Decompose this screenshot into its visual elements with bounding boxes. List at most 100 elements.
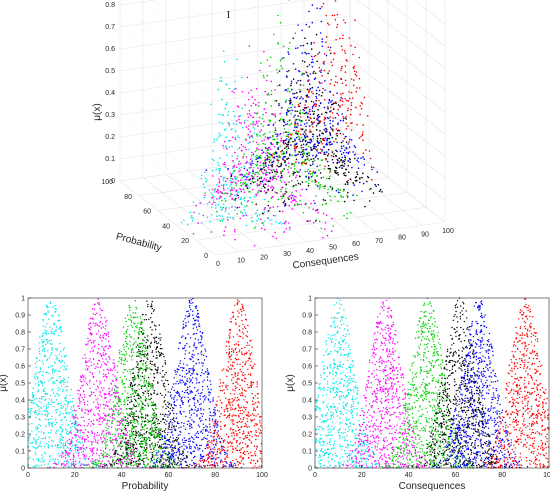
data-point: [39, 353, 41, 355]
data-point: [50, 301, 52, 303]
data-point: [108, 454, 110, 457]
data-point: [344, 52, 347, 54]
data-point: [164, 386, 166, 388]
data-point: [84, 362, 87, 364]
data-point: [120, 351, 123, 353]
data-point: [35, 439, 37, 441]
data-point: [293, 195, 296, 198]
data-point: [317, 142, 320, 145]
data-point: [153, 389, 156, 392]
data-point: [244, 196, 246, 199]
data-point: [124, 355, 126, 357]
data-point: [141, 375, 144, 378]
data-point: [162, 406, 164, 408]
data-point: [94, 463, 96, 466]
data-point: [342, 172, 345, 175]
data-point: [141, 459, 143, 461]
data-point: [224, 226, 227, 228]
data-point: [135, 346, 137, 348]
data-point: [129, 319, 131, 321]
data-point: [288, 53, 290, 55]
data-point: [333, 140, 335, 143]
data-point: [45, 333, 48, 335]
data-point: [150, 317, 152, 319]
data-point: [153, 433, 155, 435]
data-point: [102, 419, 105, 421]
data-point: [44, 332, 46, 334]
data-point: [98, 420, 100, 423]
data-point: [104, 379, 106, 382]
data-point: [154, 365, 156, 367]
data-point: [168, 426, 170, 428]
data-point: [130, 450, 132, 452]
data-point: [299, 112, 302, 115]
data-point: [112, 410, 115, 412]
data-point: [266, 158, 268, 161]
data-point: [38, 436, 40, 438]
data-point: [244, 138, 247, 141]
data-point: [257, 191, 259, 193]
data-point: [61, 379, 63, 382]
data-point: [249, 130, 251, 133]
data-point: [229, 172, 232, 175]
data-point: [235, 166, 238, 169]
data-point: [234, 238, 236, 241]
data-point: [226, 216, 229, 218]
data-point: [267, 136, 269, 139]
data-point: [66, 463, 68, 465]
data-point: [355, 71, 358, 73]
data-point: [70, 388, 73, 391]
data-point: [102, 465, 104, 468]
data-point: [72, 415, 75, 417]
data-point: [321, 82, 323, 84]
data-point: [139, 375, 142, 377]
data-point: [296, 126, 298, 128]
data-point: [315, 155, 318, 157]
data-point: [148, 376, 150, 379]
data-point: [154, 465, 156, 467]
data-point: [309, 170, 311, 173]
data-point: [327, 153, 330, 155]
data-point: [97, 460, 100, 463]
data-point: [379, 188, 382, 191]
data-point: [119, 459, 122, 461]
data-point: [355, 90, 358, 93]
data-point: [106, 420, 108, 422]
data-point: [294, 119, 297, 121]
data-point: [75, 440, 78, 442]
data-point: [152, 431, 155, 433]
data-point: [265, 111, 267, 114]
data-point: [101, 346, 103, 348]
data-point: [49, 456, 51, 458]
data-point: [360, 107, 363, 110]
data-point: [123, 426, 126, 429]
data-point: [283, 143, 285, 145]
data-point: [324, 185, 326, 187]
grid-line: [142, 177, 239, 252]
data-point: [113, 406, 115, 408]
data-point: [73, 464, 75, 467]
data-point: [105, 345, 107, 347]
data-point: [237, 135, 239, 137]
data-point: [324, 130, 327, 132]
data-point: [77, 452, 80, 455]
data-point: [163, 441, 166, 443]
data-point: [227, 122, 229, 124]
data-point: [40, 406, 42, 409]
data-point: [48, 372, 50, 375]
data-point: [341, 100, 344, 103]
data-point: [312, 158, 315, 160]
data-point: [109, 394, 111, 396]
data-point: [154, 437, 156, 440]
data-point: [136, 351, 138, 353]
data-point: [359, 181, 361, 184]
data-point: [143, 375, 146, 377]
data-point: [45, 332, 47, 334]
data-point: [233, 169, 236, 172]
data-point: [301, 29, 304, 32]
data-point: [41, 334, 44, 337]
data-point: [313, 172, 316, 174]
data-point: [140, 318, 142, 320]
data-point: [120, 422, 122, 424]
data-point: [31, 422, 33, 425]
